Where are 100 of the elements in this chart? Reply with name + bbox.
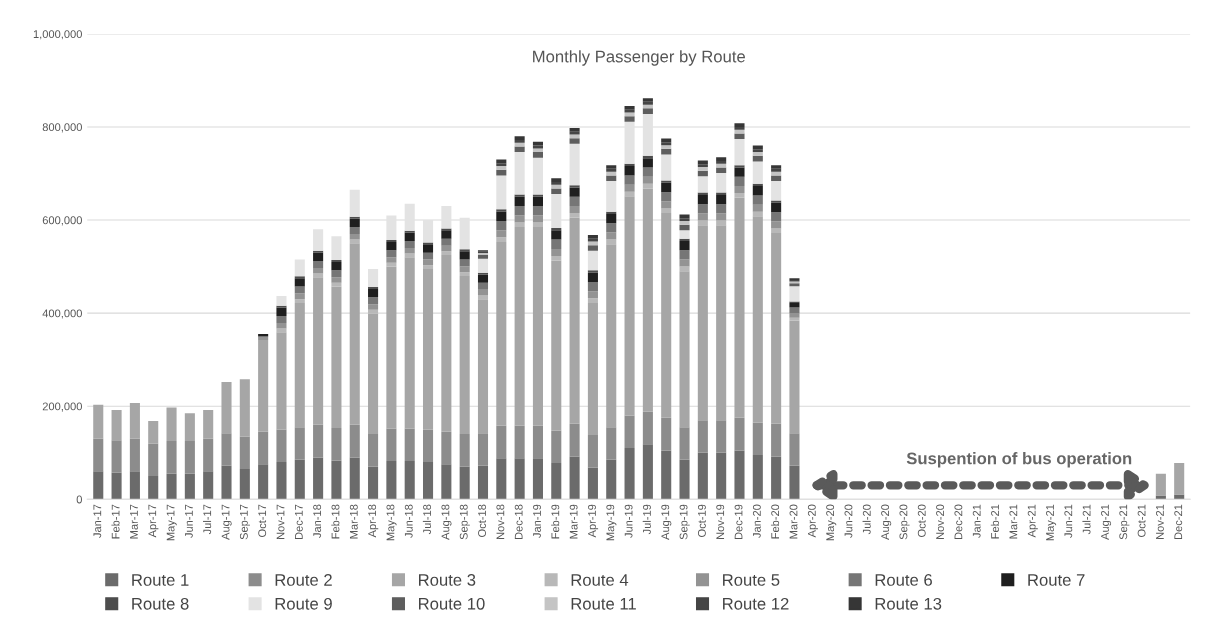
y-tick-label: 600,000 [42,216,82,226]
bar [532,157,543,195]
x-tick-label: May-19 [606,504,617,541]
bar [752,455,763,500]
x-tick-label: Jul-18 [422,504,432,535]
bar [532,215,543,223]
bar [771,175,782,181]
x-tick-label: Jan-20 [752,504,761,538]
bar [111,472,122,500]
bar [514,458,525,500]
y-tick-label: 400,000 [42,309,82,319]
bar [679,240,690,251]
bar [368,288,379,298]
bar [532,141,543,146]
bar [532,148,543,153]
x-tick-label: Jul-17 [203,504,212,535]
bar [624,116,635,122]
bar [642,176,653,184]
bar [331,282,342,287]
bar [734,123,745,127]
bar [184,473,195,500]
bar [1155,473,1166,496]
bar [93,438,104,472]
bar [459,259,470,267]
x-tick-label: Aug-19 [661,504,672,540]
x-tick-label: Nov-17 [276,504,285,540]
bar [331,460,342,500]
bar [587,467,598,500]
legend-label: Route 13 [875,597,942,610]
x-tick-label: Jun-18 [404,504,413,538]
bar [771,456,782,500]
bar [606,427,617,460]
x-tick-label: Sep-21 [1119,504,1130,540]
bar [569,138,580,144]
x-tick-label: Nov-18 [496,504,505,540]
bar [624,448,635,500]
bar [459,275,470,435]
legend-label: Route 6 [875,574,932,586]
bar [276,295,287,306]
x-tick-label: Sep-20 [899,504,910,540]
bar [752,195,763,205]
bar [459,466,470,500]
bar [679,230,690,239]
bar [716,420,727,453]
bar [734,186,745,194]
bar [697,160,708,165]
x-tick-label: Dec-19 [734,504,743,540]
bar [642,167,653,177]
bar [606,244,617,428]
bar [587,281,598,292]
bar [459,434,470,467]
bar [752,422,763,456]
bar [679,238,690,241]
bar [496,175,507,210]
y-tick-label: 800,000 [42,123,82,133]
x-tick-label: Sep-17 [239,504,250,540]
bar [569,143,580,186]
bar [129,402,140,439]
bar [569,206,580,214]
bar [734,167,745,177]
bar [423,429,434,463]
bar [569,187,580,197]
bar [734,176,745,187]
bar [551,462,562,500]
bar [514,196,525,207]
bar [716,204,727,214]
bar [496,220,507,231]
bar [514,140,525,143]
bar [386,461,397,500]
bar [166,473,177,500]
bar [661,192,672,202]
bar [386,266,397,429]
bar [716,225,727,421]
x-tick-label: Aug-18 [441,504,452,540]
bar [331,236,342,261]
bar [294,259,305,277]
legend-label: Route 11 [571,598,636,610]
bar [386,257,397,263]
bar [661,180,672,183]
bar [349,457,360,500]
x-tick-label: Sep-19 [679,504,690,540]
bar [221,381,232,434]
bar [276,322,287,329]
x-tick-label: Jul-21 [1082,504,1091,535]
bar [697,176,708,193]
bar [514,194,525,197]
bar [551,230,562,240]
bar [404,247,415,254]
bar [276,332,287,430]
bar [276,429,287,463]
bar [221,465,232,500]
x-tick-label: Mar-19 [569,504,578,539]
bar [368,297,379,305]
bar [697,225,708,421]
bar [569,456,580,500]
bar [276,462,287,500]
x-tick-label: May-18 [386,504,397,541]
legend-label: Route 12 [723,597,789,610]
bar [111,440,122,473]
x-tick-label: Dec-21 [1174,504,1183,540]
